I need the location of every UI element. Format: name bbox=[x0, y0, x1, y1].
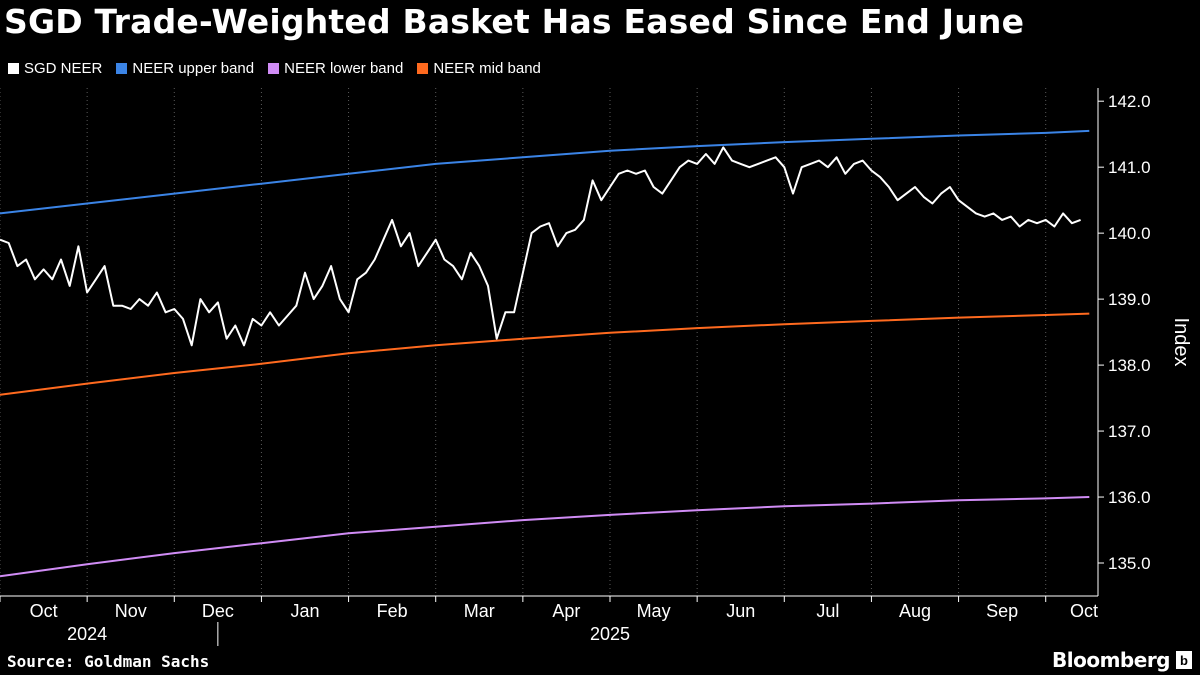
x-tick-label-7: May bbox=[637, 601, 671, 621]
y-tick-label-4: 139.0 bbox=[1108, 290, 1151, 309]
y-tick-label-1: 136.0 bbox=[1108, 488, 1151, 507]
y-tick-label-5: 140.0 bbox=[1108, 224, 1151, 243]
y-tick-label-6: 141.0 bbox=[1108, 158, 1151, 177]
x-tick-label-5: Mar bbox=[464, 601, 495, 621]
x-tick-label-9: Jul bbox=[816, 601, 839, 621]
legend-label-lower-band: NEER lower band bbox=[284, 60, 404, 77]
bloomberg-badge-icon: b bbox=[1176, 651, 1192, 669]
x-tick-label-11: Sep bbox=[986, 601, 1018, 621]
legend-label-mid-band: NEER mid band bbox=[433, 60, 541, 77]
legend-item-lower-band: NEER lower band bbox=[268, 60, 403, 77]
legend-item-upper-band: NEER upper band bbox=[116, 60, 254, 77]
legend-item-sgd-neer: SGD NEER bbox=[8, 60, 102, 77]
year-label-2024: 2024 bbox=[67, 624, 107, 644]
x-tick-label-3: Jan bbox=[290, 601, 319, 621]
chart-title: SGD Trade-Weighted Basket Has Eased Sinc… bbox=[4, 2, 1025, 41]
x-tick-label-1: Nov bbox=[115, 601, 147, 621]
y-axis-title: Index bbox=[1170, 318, 1192, 367]
sgd-neer-line bbox=[0, 146, 1081, 347]
legend-label-upper-band: NEER upper band bbox=[132, 60, 255, 77]
legend: SGD NEER NEER upper band NEER lower band… bbox=[8, 60, 541, 77]
x-tick-label-10: Aug bbox=[899, 601, 931, 621]
x-tick-label-4: Feb bbox=[377, 601, 408, 621]
legend-swatch-upper-band bbox=[116, 63, 128, 74]
legend-swatch-sgd-neer bbox=[8, 63, 19, 74]
x-tick-label-2: Dec bbox=[202, 601, 234, 621]
y-tick-label-7: 142.0 bbox=[1108, 92, 1151, 111]
y-tick-label-3: 138.0 bbox=[1108, 356, 1151, 375]
bloomberg-logo: Bloomberg b bbox=[1052, 648, 1192, 672]
legend-swatch-mid-band bbox=[417, 63, 429, 74]
y-tick-label-0: 135.0 bbox=[1108, 554, 1151, 573]
x-tick-label-6: Apr bbox=[552, 601, 580, 621]
source-note: Source: Goldman Sachs bbox=[7, 652, 210, 671]
legend-item-mid-band: NEER mid band bbox=[417, 60, 541, 77]
bloomberg-wordmark: Bloomberg bbox=[1052, 648, 1170, 672]
legend-swatch-lower-band bbox=[268, 63, 280, 74]
x-tick-label-8: Jun bbox=[726, 601, 755, 621]
x-tick-label-0: Oct bbox=[30, 601, 58, 621]
lower-band-line bbox=[0, 496, 1090, 578]
x-tick-label-12: Oct bbox=[1070, 601, 1098, 621]
mid-band-line bbox=[0, 312, 1090, 396]
upper-band-line bbox=[0, 129, 1090, 215]
y-tick-label-2: 137.0 bbox=[1108, 422, 1151, 441]
year-label-2025: 2025 bbox=[590, 624, 630, 644]
legend-label-sgd-neer: SGD NEER bbox=[24, 60, 103, 77]
